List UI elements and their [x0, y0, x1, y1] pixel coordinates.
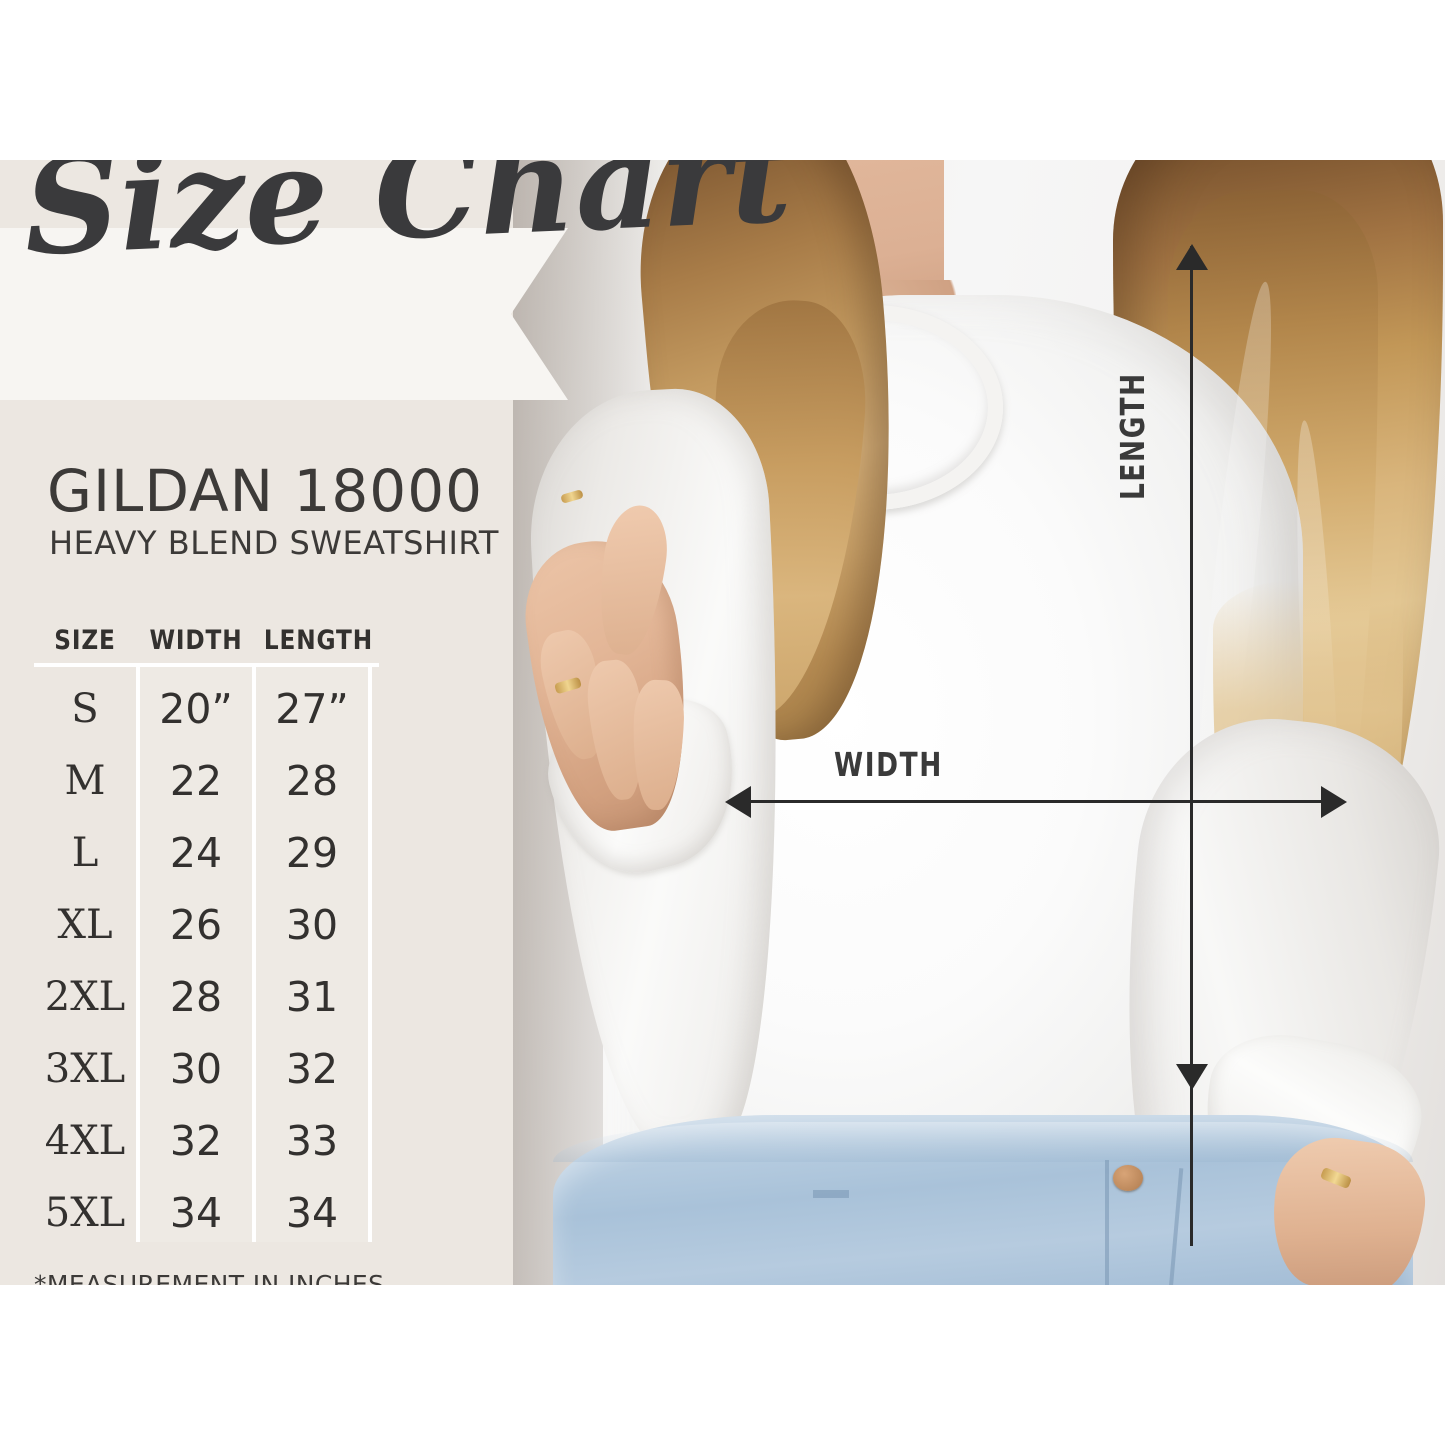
table-header-width: WIDTH [149, 625, 243, 656]
table-row: 2XL 28 31 [34, 961, 379, 1033]
jeans-fly-seam [1105, 1160, 1109, 1285]
artwork-band: WIDTH LENGTH GILDAN 18000 HEAVY BLEND SW… [0, 160, 1445, 1285]
jeans-belt-loop [813, 1190, 849, 1198]
jeans-waistband [553, 1122, 1413, 1162]
width-column-shade [140, 665, 255, 1242]
cell-width: 24 [169, 829, 223, 877]
table-row: 3XL 30 32 [34, 1033, 379, 1105]
cell-width: 28 [169, 973, 223, 1021]
product-subtitle: HEAVY BLEND SWEATSHIRT [49, 524, 499, 562]
cell-size: 4XL [44, 1118, 126, 1164]
cell-length: 32 [285, 1045, 339, 1093]
cell-length: 31 [285, 973, 339, 1021]
cell-size: L [71, 830, 99, 876]
cell-length: 30 [285, 901, 339, 949]
length-column-shade [256, 665, 370, 1242]
cell-size: 2XL [44, 974, 126, 1020]
table-header-divider [34, 663, 379, 667]
cell-length: 27” [275, 685, 349, 733]
table-row: XL 26 30 [34, 889, 379, 961]
table-row: 5XL 34 34 [34, 1177, 379, 1249]
brand-title: GILDAN 18000 [47, 457, 484, 525]
size-table: SIZE WIDTH LENGTH S 20” 27” M 22 28 [34, 625, 379, 1265]
cell-width: 22 [169, 757, 223, 805]
table-header-size: SIZE [54, 625, 116, 656]
table-row: 4XL 32 33 [34, 1105, 379, 1177]
cell-size: M [64, 758, 106, 804]
title-ribbon [0, 228, 568, 400]
cell-size: S [71, 686, 99, 732]
page-title: Size Chart [20, 160, 795, 286]
cell-size: 3XL [44, 1046, 126, 1092]
cell-width: 30 [169, 1045, 223, 1093]
cell-length: 28 [285, 757, 339, 805]
cell-length: 29 [285, 829, 339, 877]
cell-width: 26 [169, 901, 223, 949]
table-row: S 20” 27” [34, 673, 379, 745]
jeans [553, 1115, 1413, 1285]
jeans-button [1113, 1165, 1143, 1191]
cell-width: 34 [169, 1189, 223, 1237]
cell-size: XL [57, 902, 113, 948]
product-photo: WIDTH LENGTH [513, 160, 1445, 1285]
cell-length: 34 [285, 1189, 339, 1237]
table-header-length: LENGTH [263, 625, 374, 656]
table-column-divider [252, 665, 256, 1242]
cell-width: 20” [159, 685, 233, 733]
measurement-footnote: *MEASUREMENT IN INCHES [34, 1270, 385, 1285]
table-row: L 24 29 [34, 817, 379, 889]
cell-size: 5XL [44, 1190, 126, 1236]
cell-width: 32 [169, 1117, 223, 1165]
table-column-divider [136, 665, 140, 1242]
cell-length: 33 [285, 1117, 339, 1165]
table-row: M 22 28 [34, 745, 379, 817]
table-column-divider [368, 665, 372, 1242]
